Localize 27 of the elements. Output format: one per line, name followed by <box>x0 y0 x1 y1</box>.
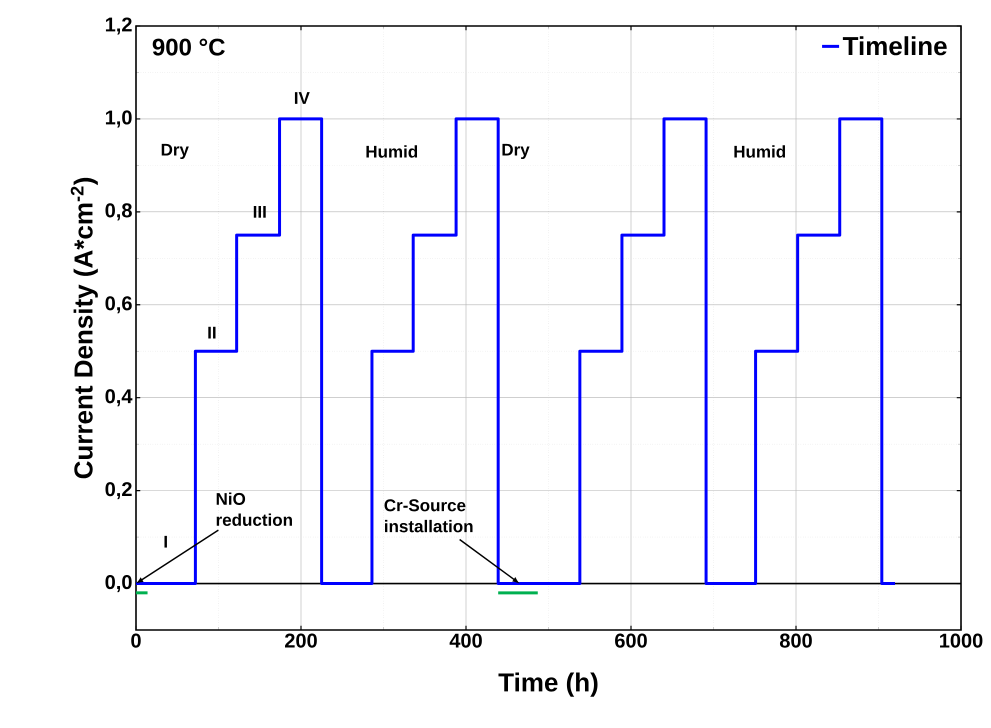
x-tick-label: 600 <box>615 634 647 648</box>
x-tick-label: 1000 <box>940 634 982 648</box>
y-tick-label: 0,8 <box>105 203 132 220</box>
annotation: NiO reduction <box>216 492 292 526</box>
annotation: 900 °C <box>152 38 225 56</box>
x-axis-title: Time (h) <box>498 672 598 697</box>
legend-label: Timeline <box>842 36 947 56</box>
annotation: Cr-Source installation <box>384 499 473 532</box>
x-tick-label: 400 <box>450 634 482 648</box>
annotation: Humid <box>734 145 786 158</box>
annotation: II <box>208 326 216 338</box>
y-axis-title: Current Density (A*cm$^{-2}$) <box>70 178 98 478</box>
annotation: IV <box>294 92 310 104</box>
annotation: Dry <box>162 144 189 160</box>
y-tick-label: 0,2 <box>105 482 132 500</box>
x-tick-label: 200 <box>285 634 317 648</box>
y-tick-label: 1,2 <box>106 17 132 35</box>
x-tick-label: 800 <box>780 634 812 648</box>
x-tick-label: 0 <box>131 634 141 648</box>
y-tick-label: 0,0 <box>105 575 132 592</box>
annotation: Humid <box>366 145 418 158</box>
y-tick-label: 1,0 <box>106 110 132 128</box>
y-tick-label: 0,6 <box>105 296 132 314</box>
y-tick-label: 0,4 <box>105 389 132 406</box>
annotation: III <box>254 206 266 218</box>
annotation: Dry <box>502 144 530 160</box>
annotation: I <box>164 536 167 548</box>
